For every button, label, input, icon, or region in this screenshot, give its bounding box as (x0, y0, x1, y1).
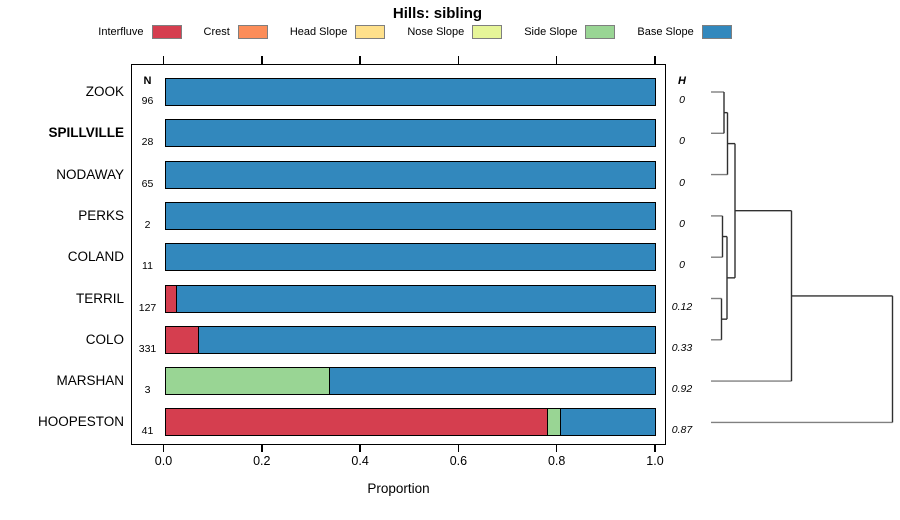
h-value: 0 (679, 259, 685, 272)
row-label: PERKS (78, 207, 124, 223)
legend-label: Interfluve (98, 26, 144, 38)
h-column-header: H (678, 75, 686, 87)
bar (165, 284, 656, 313)
legend-label: Base Slope (637, 26, 694, 38)
axis-tick-top (261, 56, 263, 64)
bar (165, 243, 656, 272)
h-value: 0.12 (671, 300, 693, 313)
legend: Interfluve Crest Head Slope Nose Slope Side … (0, 25, 830, 39)
bar-segment-interfluve (166, 285, 176, 312)
legend-swatch (237, 25, 268, 39)
axis-tick-bottom (162, 444, 165, 452)
bar-segment-side-slope (166, 368, 329, 395)
legend-item: Side Slope (524, 25, 616, 39)
bar-segment-base-slope (559, 409, 655, 436)
bar (165, 78, 656, 106)
axis-tick-label: 0.4 (351, 454, 369, 468)
axis-tick-top (555, 56, 558, 64)
axis-tick-bottom (654, 444, 656, 452)
h-value: 0.33 (671, 341, 693, 354)
legend-item: Interfluve (98, 25, 182, 39)
n-value: 2 (144, 218, 151, 231)
row-label: COLO (85, 331, 124, 347)
n-value: 331 (138, 342, 157, 355)
bar-segment-base-slope (166, 161, 655, 188)
bar-segment-base-slope (166, 244, 655, 271)
h-value: 0 (679, 217, 685, 230)
bar-segment-base-slope (197, 326, 655, 353)
legend-swatch (151, 25, 182, 39)
row-label: TERRIL (75, 290, 124, 306)
axis-tick-label: 0.2 (253, 454, 271, 468)
bar-segment-base-slope (166, 202, 655, 229)
bar-segment-base-slope (175, 285, 655, 312)
row-label: ZOOK (85, 84, 124, 99)
row-label: NODAWAY (56, 166, 124, 182)
bar-segment-side-slope (547, 409, 560, 436)
legend-swatch (585, 25, 616, 39)
axis-tick-top (162, 56, 165, 64)
axis-tick-top (654, 56, 656, 64)
bar (165, 408, 656, 437)
bar (165, 201, 656, 230)
bar-segment-interfluve (166, 326, 198, 353)
axis-tick-top (457, 56, 460, 64)
bar (165, 160, 656, 189)
legend-label: Nose Slope (407, 26, 465, 38)
legend-swatch (701, 25, 732, 39)
n-value: 11 (142, 260, 153, 273)
axis-tick-bottom (261, 444, 263, 452)
n-value: 96 (141, 95, 154, 107)
axis-tick-label: 0.6 (449, 454, 468, 468)
axis-tick-top (359, 56, 361, 64)
axis-tick-bottom (359, 444, 361, 452)
row-label: HOOPESTON (37, 414, 124, 430)
axis-tick-label: 0.8 (547, 454, 566, 468)
legend-item: Crest (204, 25, 268, 39)
bar-segment-base-slope (166, 120, 655, 147)
n-value: 3 (144, 384, 151, 397)
n-value: 41 (141, 425, 154, 438)
bar-segment-interfluve (166, 409, 548, 436)
h-value: 0 (679, 176, 685, 189)
legend-label: Side Slope (524, 26, 578, 38)
n-column-header: N (143, 75, 152, 87)
row-label: MARSHAN (56, 373, 124, 389)
bar (165, 325, 656, 354)
axis-title: Proportion (367, 481, 430, 496)
legend-item: Head Slope (290, 25, 386, 39)
axis-tick-bottom (457, 444, 460, 452)
legend-swatch (472, 25, 503, 39)
bar-segment-base-slope (328, 368, 655, 395)
legend-swatch (355, 25, 386, 39)
axis-tick-bottom (555, 444, 558, 452)
n-value: 127 (138, 301, 157, 314)
axis-tick-label: 0.0 (154, 454, 173, 468)
axis-tick-label: 1.0 (646, 454, 664, 468)
legend-item: Base Slope (637, 25, 732, 39)
n-value: 65 (141, 177, 154, 190)
row-label: COLAND (67, 249, 124, 265)
bar (165, 119, 656, 148)
h-value: 0.92 (671, 383, 693, 396)
row-label: SPILLVILLE (48, 125, 124, 141)
legend-label: Head Slope (289, 26, 348, 38)
legend-item: Nose Slope (407, 25, 503, 39)
h-value: 0 (679, 135, 685, 148)
h-value: 0.87 (671, 424, 693, 437)
legend-label: Crest (203, 26, 230, 38)
n-value: 28 (141, 136, 154, 149)
bar-segment-base-slope (166, 79, 655, 105)
bar (165, 367, 656, 396)
chart-title: Hills: sibling (392, 5, 483, 22)
h-value: 0 (679, 94, 685, 106)
